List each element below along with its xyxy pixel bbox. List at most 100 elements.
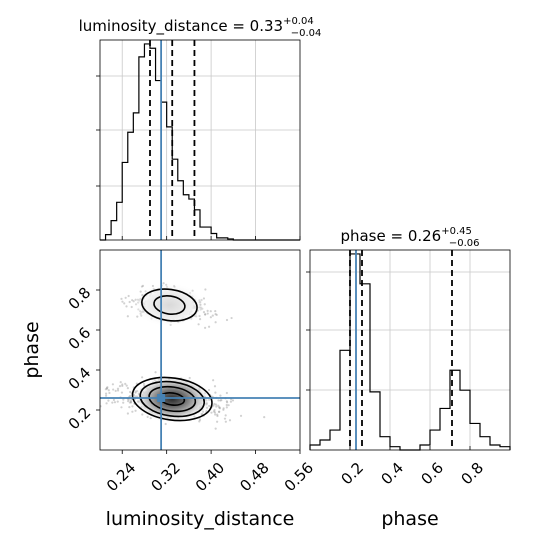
sample-point (131, 405, 134, 408)
sample-point (213, 411, 217, 414)
sample-point (214, 321, 217, 324)
phase-quantile-lines (349, 250, 453, 450)
sample-point (229, 400, 233, 403)
x-tick-label: 0.40 (192, 459, 228, 495)
sample-point (100, 405, 102, 408)
sample-point (230, 316, 233, 320)
sample-point (209, 310, 212, 313)
phase-title-lower: −0.06 (449, 238, 480, 249)
sample-point (121, 384, 124, 387)
phase-title: phase = 0.26+0.45 −0.06 (340, 226, 479, 249)
x-tick-label: 0.24 (103, 459, 139, 495)
luminosity-distance-quantile-lines (149, 40, 196, 240)
sample-point (263, 416, 266, 419)
sample-point (129, 390, 132, 394)
sample-point (129, 399, 132, 402)
sample-point (116, 389, 120, 392)
phase-title-upper: +0.45 (441, 226, 472, 237)
sample-point (218, 406, 221, 409)
sample-point (131, 410, 134, 413)
sample-point (216, 414, 219, 418)
sample-point (112, 398, 116, 402)
sample-point (92, 386, 94, 388)
luminosity-distance-title: luminosity_distance = 0.33+0.04 −0.04 (79, 16, 322, 39)
phase-x-axis-label: phase (381, 508, 438, 530)
sample-point (209, 316, 212, 319)
sample-point (198, 318, 202, 321)
y-tick-label: 0.6 (65, 324, 95, 354)
sample-point (226, 401, 229, 404)
sample-point (213, 385, 217, 388)
sample-point (96, 381, 98, 383)
sample-point (220, 399, 223, 402)
sample-point (111, 383, 115, 386)
sample-point (129, 394, 132, 398)
sample-point (218, 410, 221, 413)
sample-point (116, 400, 119, 403)
sample-point (122, 401, 125, 404)
sample-point (197, 323, 200, 326)
sample-point (218, 407, 222, 410)
sample-point (92, 395, 94, 397)
sample-point (231, 399, 235, 402)
sample-point (213, 408, 216, 412)
sample-point (198, 420, 201, 423)
sample-point (127, 294, 130, 298)
sample-point (207, 325, 211, 328)
sample-point (224, 420, 227, 423)
sample-point (204, 313, 207, 316)
x-tick-label: 0.48 (236, 459, 272, 495)
sample-point (126, 399, 130, 403)
x-tick-label: 0.32 (147, 459, 183, 495)
sample-point (120, 391, 124, 394)
sample-point (211, 314, 214, 317)
contour-line (141, 288, 198, 322)
phase-vs-distance-panel-frame (99, 249, 301, 451)
sample-point (107, 389, 110, 392)
sample-point (214, 391, 217, 394)
sample-point (219, 394, 222, 397)
sample-point (217, 410, 221, 413)
contour-line (153, 295, 186, 315)
sample-point (134, 409, 137, 412)
sample-point (204, 326, 207, 329)
sample-point (130, 305, 133, 309)
phase-vs-distance-tick-marks (96, 289, 301, 454)
luminosity-distance-title-lower: −0.04 (291, 28, 322, 39)
contour-line (131, 376, 213, 422)
sample-point (107, 399, 110, 402)
phase-axis-label: phase (21, 321, 43, 378)
sample-point (112, 388, 115, 391)
sample-point (129, 401, 133, 404)
sample-point (122, 398, 125, 401)
sample-point (212, 410, 216, 413)
sample-point (222, 408, 225, 411)
phase-tick-labels: 0.2 0.4 0.6 0.8 (65, 284, 95, 434)
phase-histogram-step (309, 253, 511, 451)
sample-point (126, 315, 129, 318)
sample-point (215, 405, 218, 408)
sample-point (124, 296, 127, 299)
sample-point (222, 407, 225, 410)
sample-point (214, 427, 217, 430)
sample-point (124, 382, 127, 385)
sample-point (206, 312, 209, 315)
sample-point (225, 406, 228, 409)
sample-point (225, 400, 228, 403)
sample-point (217, 404, 220, 407)
sample-point (217, 399, 220, 402)
contour-line (148, 385, 197, 413)
sample-point (214, 310, 217, 313)
x-tick-label: 0.56 (281, 459, 317, 495)
sample-point (128, 406, 131, 409)
sample-point (126, 412, 129, 415)
sample-point (114, 389, 117, 392)
truth-marker (157, 394, 166, 402)
luminosity-distance-title-upper: +0.04 (283, 16, 314, 27)
sample-point (219, 399, 222, 402)
luminosity-distance-tick-marks (96, 75, 301, 240)
luminosity-distance-histogram-step (100, 43, 300, 241)
sample-point (104, 388, 107, 391)
sample-point (105, 387, 109, 390)
sample-point (120, 297, 123, 300)
